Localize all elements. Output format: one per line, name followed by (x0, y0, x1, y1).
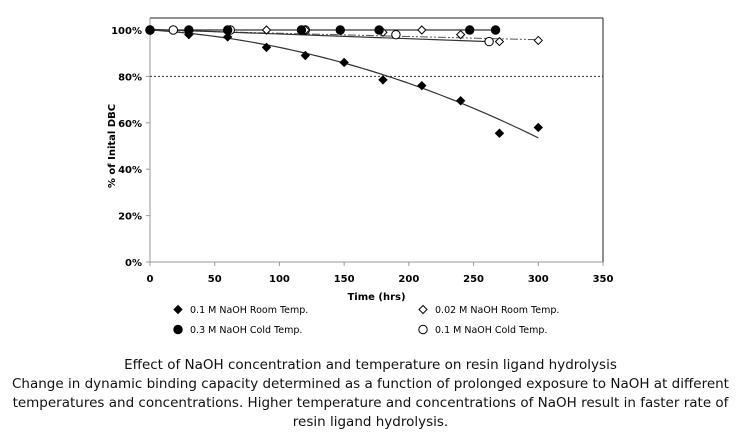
data-point (391, 29, 401, 40)
data-point (490, 25, 501, 35)
figure-caption-title: Effect of NaOH concentration and tempera… (124, 357, 617, 373)
data-point (335, 25, 345, 35)
data-point (455, 96, 466, 106)
data-point (494, 128, 505, 138)
y-axis-title: % of Inital DBC (107, 104, 118, 188)
trend-line-0.1M-room (149, 29, 539, 139)
data-point (533, 122, 543, 133)
legend-marker (173, 304, 183, 315)
data-point (261, 25, 272, 35)
data-point (484, 36, 494, 47)
chart: 0 50 100 150 200 250 300 350 0% 20% 40% 60% 80% 100% T… (107, 17, 614, 336)
data-point (168, 25, 178, 35)
data-point (374, 25, 384, 35)
x-tick-label: 150 (334, 274, 355, 285)
data-point (184, 29, 194, 40)
x-tick-label: 100 (269, 274, 290, 285)
y-tick-label: 40% (118, 165, 142, 176)
data-point (339, 57, 349, 68)
legend-marker (418, 304, 428, 315)
data-point (261, 42, 272, 53)
legend-label: 0.1 M NaOH Cold Temp. (435, 325, 547, 336)
data-point (300, 50, 311, 61)
data-point (533, 35, 543, 46)
x-tick-label: 200 (398, 274, 419, 285)
data-point (417, 25, 427, 35)
figure-caption-body: Change in dynamic binding capacity deter… (12, 376, 729, 430)
trend-line-0.1M-cold (149, 28, 490, 43)
x-tick-label: 300 (528, 274, 549, 285)
data-point (417, 80, 427, 91)
data-point (464, 25, 475, 35)
x-axis-title: Time (hrs) (347, 292, 405, 303)
y-tick-label: 60% (118, 119, 142, 130)
data-point (378, 75, 388, 85)
x-tick-label: 350 (593, 274, 614, 285)
data-point (455, 29, 466, 40)
y-tick-label: 20% (118, 212, 142, 223)
y-tick-label: 80% (118, 72, 142, 83)
y-tick-label: 0% (125, 258, 142, 269)
x-tick-label: 50 (208, 274, 222, 285)
legend-marker (418, 324, 428, 335)
y-tick-label: 100% (111, 26, 142, 37)
legend-label: 0.02 M NaOH Room Temp. (435, 305, 559, 316)
x-tick-label: 250 (463, 274, 484, 285)
data-point (494, 36, 505, 47)
data-point (145, 25, 155, 35)
legend-label: 0.1 M NaOH Room Temp. (190, 305, 308, 316)
legend-label: 0.3 M NaOH Cold Temp. (190, 325, 302, 336)
data-point (222, 32, 233, 42)
data-point (296, 25, 307, 35)
x-tick-label: 0 (147, 274, 154, 285)
legend-marker (173, 324, 183, 335)
